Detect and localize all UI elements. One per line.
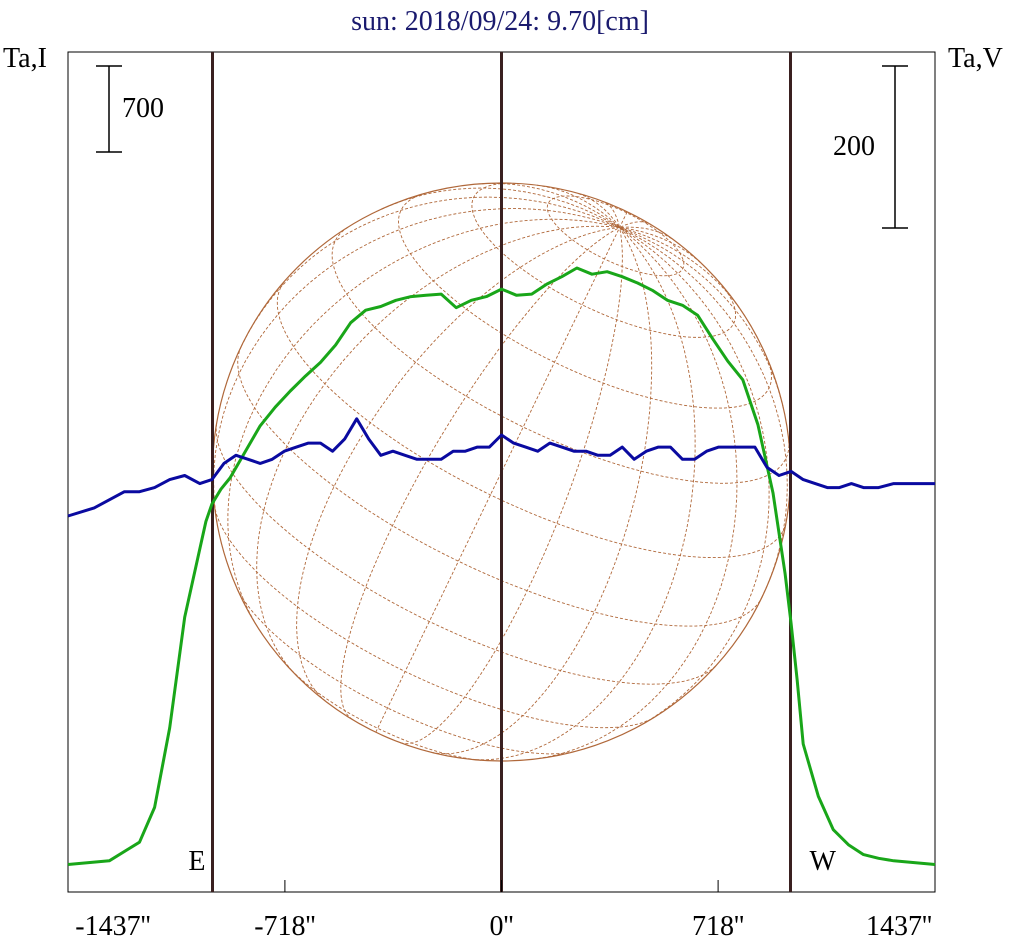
heliographic-grid-line <box>431 227 653 755</box>
heliographic-grid-line <box>331 226 790 484</box>
x-tick-label: -718'' <box>254 911 315 941</box>
heliographic-grid-line <box>376 187 620 228</box>
heliographic-grid-line <box>375 227 621 733</box>
heliographic-grid-line <box>477 182 620 228</box>
heliographic-grid-line <box>256 225 620 672</box>
right-axis-label: Ta,V <box>948 43 1003 74</box>
heliographic-grid-line <box>619 227 788 598</box>
heliographic-grid-line <box>619 221 648 228</box>
heliographic-grid-line <box>237 346 763 627</box>
left-scale-bar <box>96 65 122 153</box>
left-axis-label: Ta,I <box>3 43 47 74</box>
limb-label-e: E <box>188 846 205 877</box>
heliographic-grid-line <box>227 218 620 622</box>
heliographic-grid-line <box>605 202 621 228</box>
heliographic-grid-line <box>340 227 620 720</box>
heliographic-grid-line <box>296 227 620 702</box>
heliographic-grid-line <box>214 508 651 729</box>
heliographic-grid-line <box>276 282 786 559</box>
right-scale-bar-label: 200 <box>833 131 875 162</box>
chart-title: sun: 2018/09/24: 9.70[cm] <box>351 6 649 37</box>
left-scale-bar-label: 700 <box>122 93 164 124</box>
stokes-v-line <box>67 417 935 518</box>
heliographic-grid-line <box>536 184 620 228</box>
heliographic-grid-line <box>537 227 738 760</box>
right-scale-bar <box>882 65 908 229</box>
heliographic-grid-line <box>619 227 705 267</box>
stokes-i-line <box>67 266 936 866</box>
x-tick-label: 718'' <box>692 911 744 941</box>
limb-label-w: W <box>810 846 837 877</box>
series-group <box>67 266 936 866</box>
heliographic-grid-line <box>619 227 770 727</box>
heliographic-grid-line <box>237 589 574 755</box>
heliographic-grid-line <box>213 208 620 523</box>
heliographic-grid-line <box>240 196 620 347</box>
heliographic-grid-line <box>398 193 772 409</box>
x-axis: -1437'' -718'' 0'' 718'' 1437'' <box>67 880 936 941</box>
heliographic-grid-line <box>400 227 623 745</box>
heliographic-grid-line <box>619 226 672 239</box>
heliographic-grid-line <box>578 193 620 228</box>
x-tick-label: 0'' <box>489 911 513 941</box>
heliographic-grid-line <box>475 227 696 761</box>
heliographic-grid-line <box>619 211 628 228</box>
heliographic-grid-line <box>215 423 717 685</box>
x-tick-label: 1437'' <box>866 911 932 941</box>
heliographic-grid-line <box>471 182 737 338</box>
x-tick-label: -1437'' <box>75 911 150 941</box>
heliographic-grid-line <box>619 227 784 409</box>
solar-disk <box>211 182 792 762</box>
heliographic-grid-line <box>287 666 482 761</box>
heliographic-grid-line <box>619 227 743 313</box>
